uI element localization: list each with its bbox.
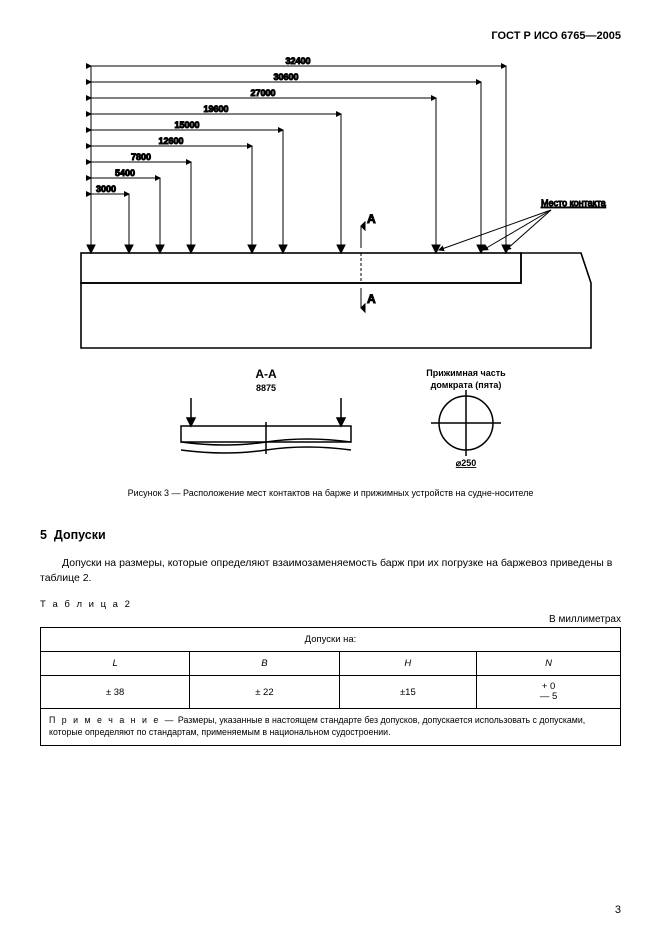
tol-N: + 0 — 5 <box>477 676 621 709</box>
section-5-heading: 5 Допуски <box>40 528 621 542</box>
table-row: Допуски на: <box>41 628 621 652</box>
dim-label: 7800 <box>130 152 150 162</box>
doc-id: ГОСТ Р ИСО 6765—2005 <box>40 30 621 42</box>
table-row: L B H N <box>41 652 621 676</box>
section-marker: А <box>367 212 376 226</box>
section-5-paragraph: Допуски на размеры, которые определяют в… <box>40 556 621 585</box>
section-title: Допуски <box>54 528 106 542</box>
dim-label: 5400 <box>114 168 134 178</box>
table-header: Допуски на: <box>41 628 621 652</box>
section-marker: А <box>367 292 376 306</box>
section-num: 5 <box>40 528 47 542</box>
dim-label: 15000 <box>174 120 199 130</box>
detail-title: А-А <box>255 367 277 381</box>
col-N: N <box>477 652 621 676</box>
tol-H: ±15 <box>339 676 477 709</box>
tol-L: ± 38 <box>41 676 190 709</box>
col-L: L <box>41 652 190 676</box>
col-H: H <box>339 652 477 676</box>
page-number: 3 <box>615 904 621 916</box>
table-note: П р и м е ч а н и е — Размеры, указанные… <box>41 709 621 746</box>
figure-3: 32400 30600 27000 19600 <box>51 48 611 478</box>
circle-title1: Прижимная часть <box>426 368 506 378</box>
dim-label: 12600 <box>158 136 183 146</box>
tolerance-table: Допуски на: L B H N ± 38 ± 22 ±15 + 0 — … <box>40 627 621 746</box>
dim-label: 3000 <box>96 184 116 194</box>
table-row: ± 38 ± 22 ±15 + 0 — 5 <box>41 676 621 709</box>
tol-N-bot: — 5 <box>540 691 557 702</box>
table-units: В миллиметрах <box>40 614 621 625</box>
circle-title2: домкрата (пята) <box>430 380 501 390</box>
figure-caption: Рисунок 3 — Расположение мест контактов … <box>40 488 621 498</box>
tol-B: ± 22 <box>190 676 339 709</box>
detail-dim: 8875 <box>255 383 275 393</box>
dim-label: 19600 <box>203 104 228 114</box>
table-label: Т а б л и ц а 2 <box>40 599 621 610</box>
contact-label: Место контакта <box>541 198 606 208</box>
note-lead: П р и м е ч а н и е — <box>49 715 175 725</box>
table-note-row: П р и м е ч а н и е — Размеры, указанные… <box>41 709 621 746</box>
circle-dia: ⌀250 <box>455 458 475 468</box>
dim-label: 32400 <box>285 56 310 66</box>
dim-label: 30600 <box>273 72 298 82</box>
dim-label: 27000 <box>250 88 275 98</box>
col-B: B <box>190 652 339 676</box>
